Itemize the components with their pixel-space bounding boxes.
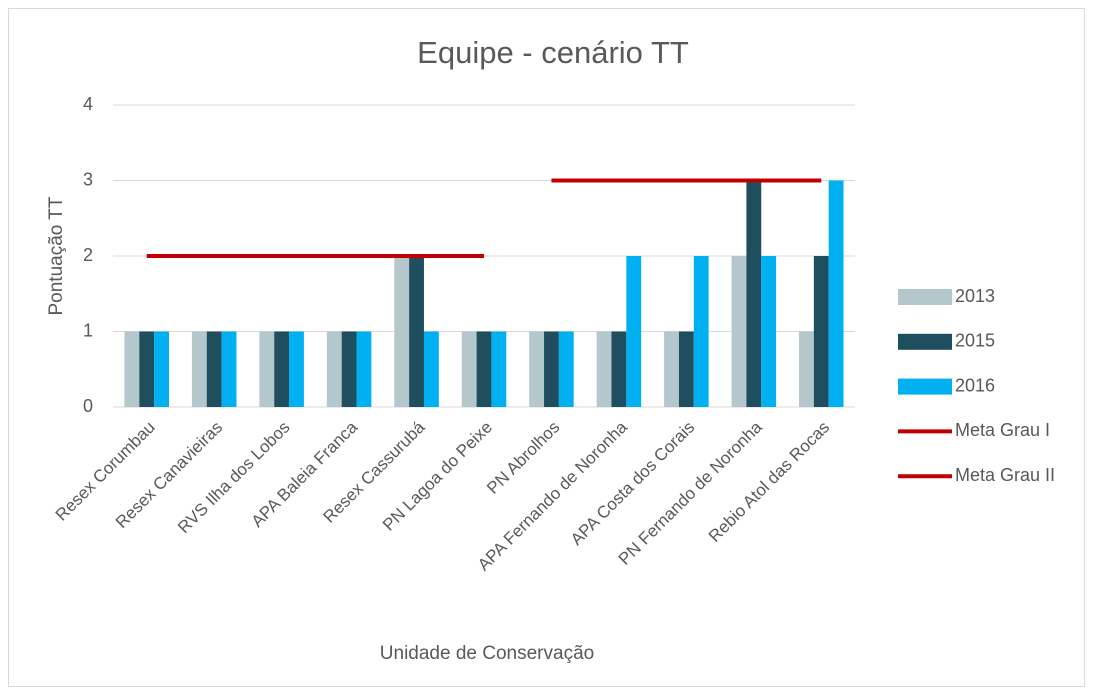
bar	[761, 256, 777, 407]
bar	[544, 331, 559, 407]
bar	[341, 331, 357, 407]
legend-label: Meta Grau I	[955, 420, 1050, 440]
legend-label: Meta Grau II	[955, 465, 1055, 485]
bar	[326, 331, 342, 407]
x-axis-title: Unidade de Conservação	[380, 643, 594, 664]
bar	[611, 331, 627, 407]
bar	[491, 331, 507, 407]
legend-swatch	[898, 289, 952, 305]
bar	[221, 331, 237, 407]
bar	[409, 256, 424, 407]
bar	[529, 331, 545, 407]
bar	[828, 180, 844, 407]
bar	[191, 331, 207, 407]
bar	[476, 331, 492, 407]
legend-swatch	[898, 378, 952, 395]
y-tick-label: 1	[83, 320, 93, 340]
legend-label: 2015	[955, 331, 995, 351]
bar	[746, 180, 762, 407]
bar	[206, 331, 222, 407]
bar	[154, 331, 169, 407]
bar	[259, 331, 275, 407]
bar	[626, 256, 642, 407]
legend-swatch	[898, 333, 952, 350]
bar	[664, 331, 679, 407]
bar	[139, 331, 155, 407]
legend-label: 2013	[955, 286, 995, 306]
y-tick-label: 4	[83, 94, 93, 114]
y-tick-label: 0	[83, 396, 93, 416]
bar	[799, 331, 814, 407]
bar	[394, 256, 410, 407]
bar	[693, 256, 709, 407]
bar	[289, 331, 304, 407]
bar	[558, 331, 574, 407]
y-tick-label: 3	[83, 169, 93, 189]
bar	[124, 331, 140, 407]
bar	[461, 331, 477, 407]
bar	[731, 256, 747, 407]
bar	[423, 331, 439, 407]
bar	[678, 331, 694, 407]
bar	[813, 256, 829, 407]
chart-title: Equipe - cenário TT	[417, 35, 689, 70]
y-tick-label: 2	[83, 245, 93, 265]
bar	[356, 331, 372, 407]
legend-label: 2016	[955, 375, 995, 395]
bar	[274, 331, 290, 407]
y-axis-title: Pontuação TT	[46, 196, 67, 315]
bar	[596, 331, 612, 407]
